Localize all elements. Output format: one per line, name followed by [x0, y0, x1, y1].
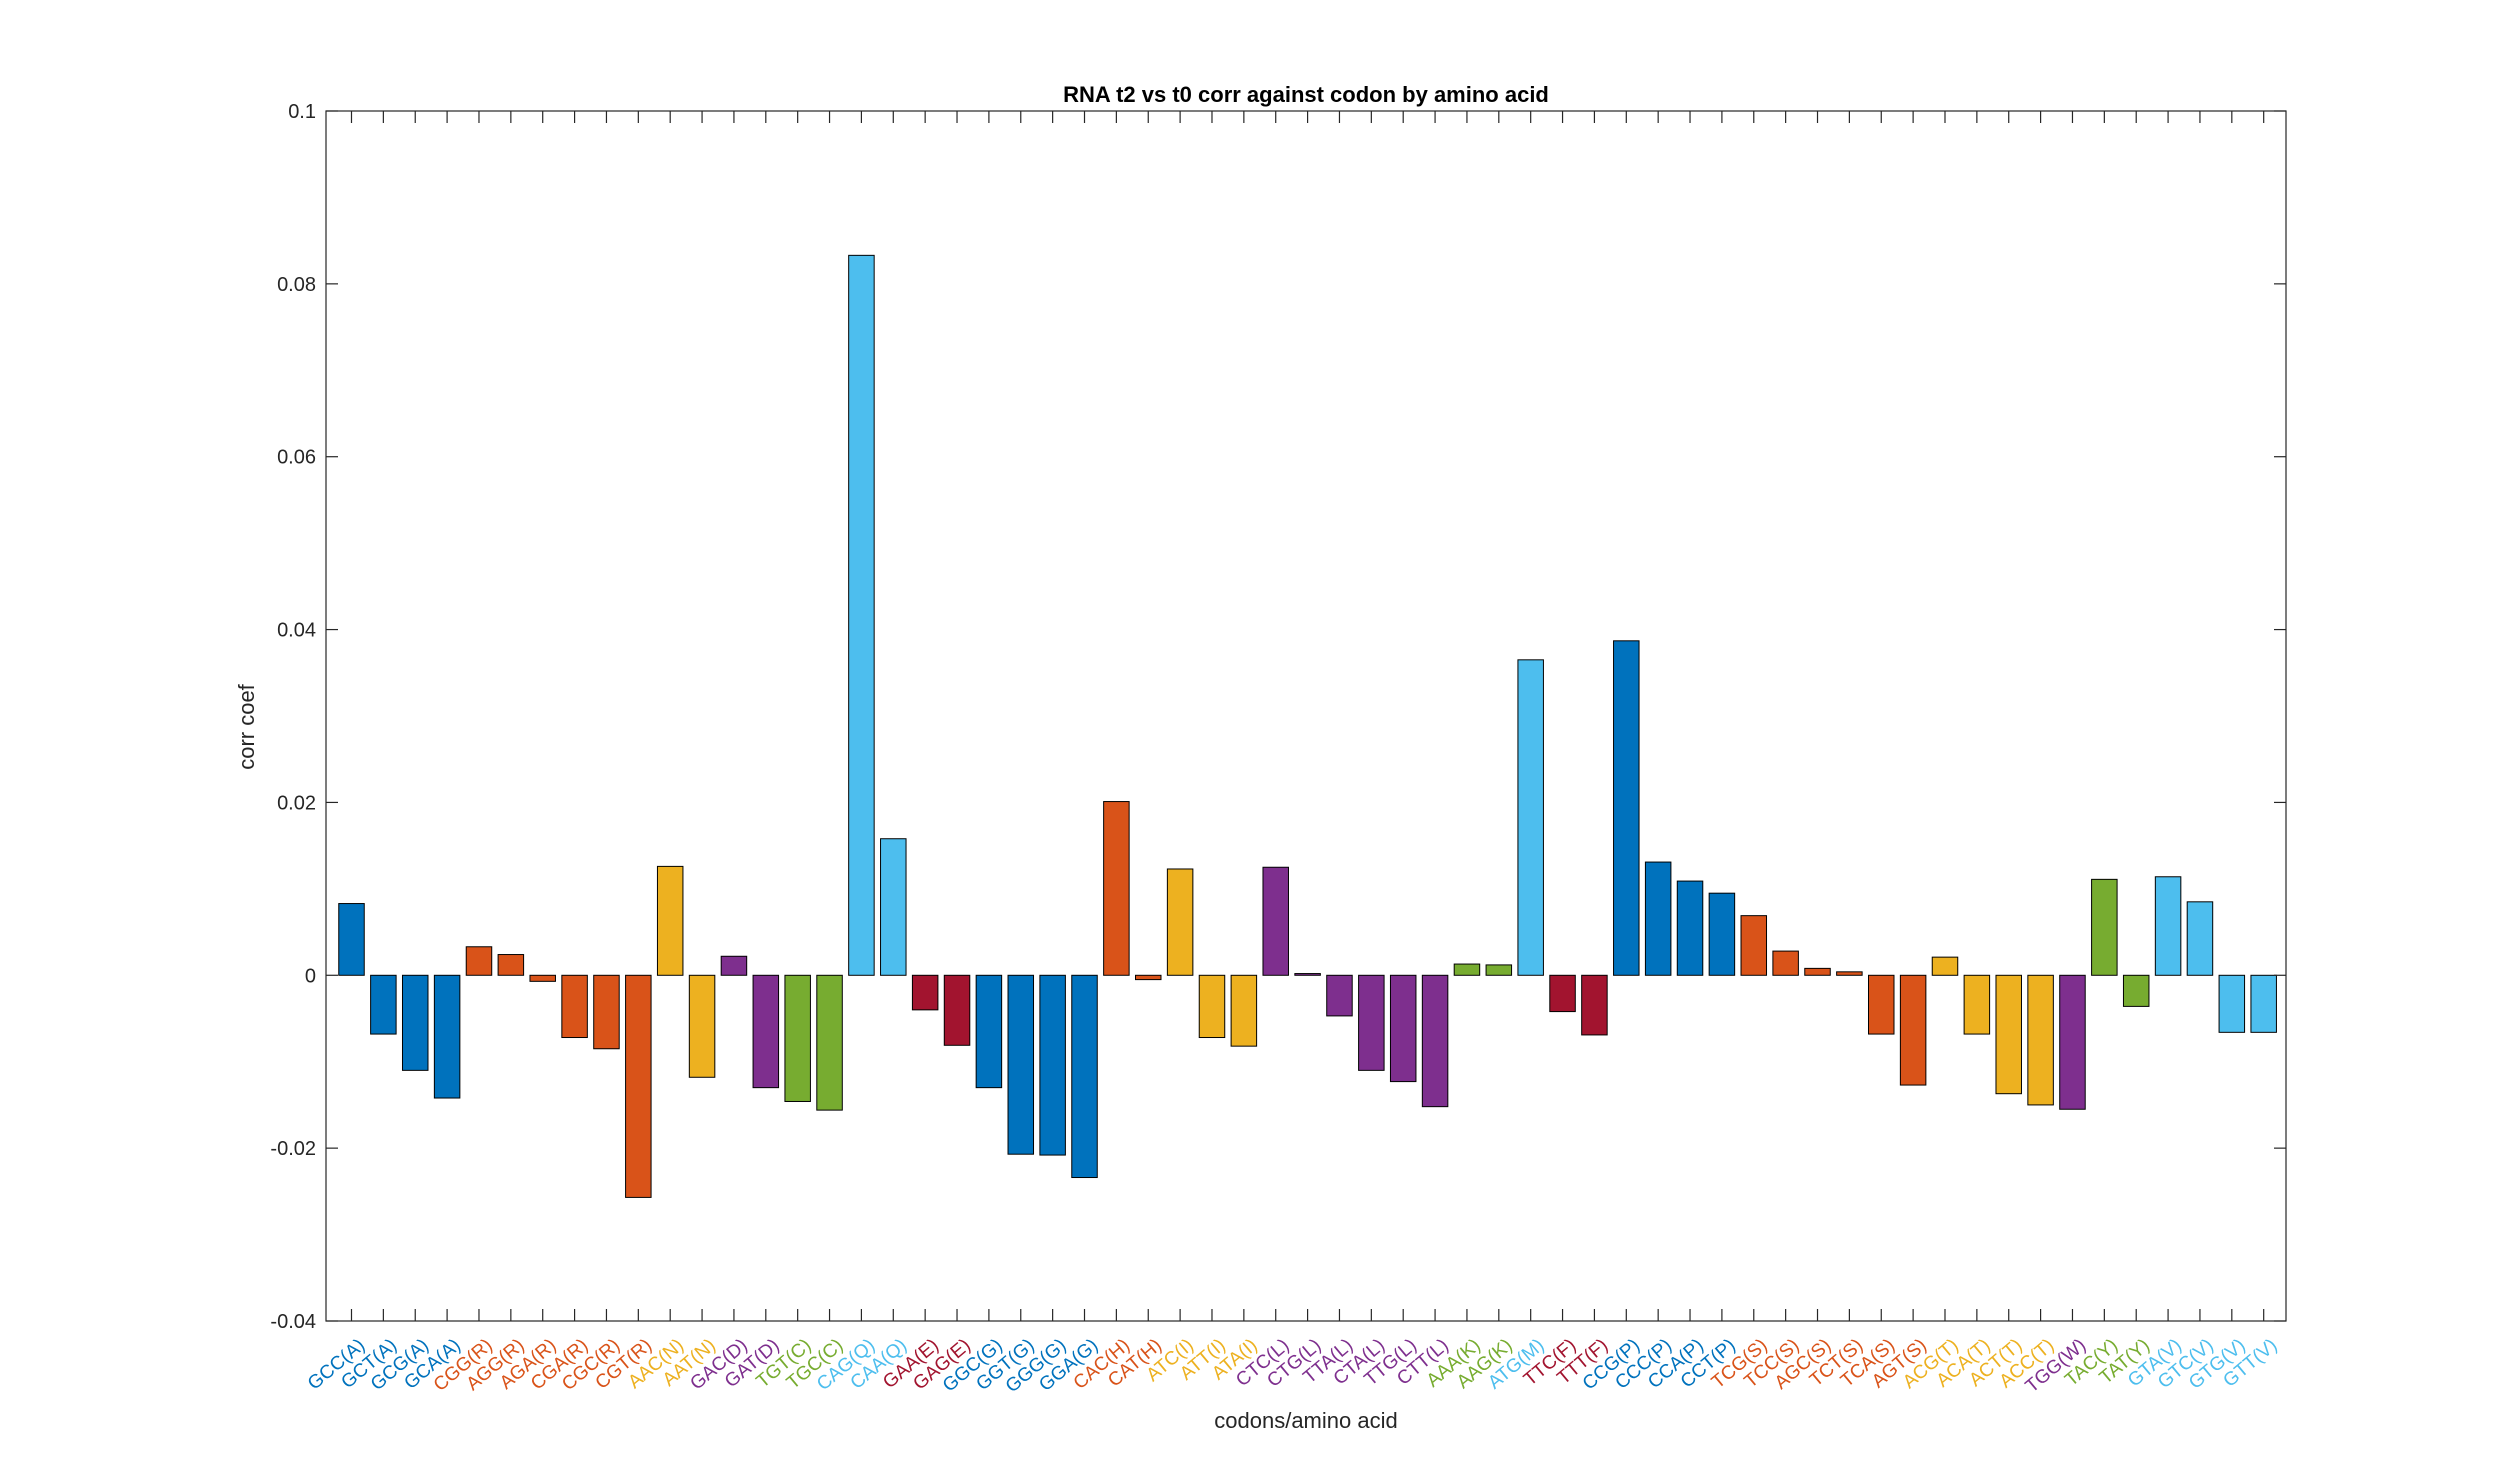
bar-gtgv [2218, 974, 2246, 1033]
bar-tggw [2059, 974, 2086, 1110]
bar-tcas [1868, 974, 1895, 1035]
bar-ctal [1358, 974, 1385, 1071]
bar-agar [529, 974, 556, 982]
bars-layer [338, 254, 2277, 1198]
bar-tccs [1772, 950, 1799, 976]
bar-gcta [370, 974, 397, 1035]
bar-cctp [1708, 892, 1736, 976]
bar-ctgl [1294, 973, 1321, 976]
bar-aatn [688, 974, 716, 1078]
y-tick-label: -0.04 [270, 1311, 316, 1333]
bar-aaak [1453, 963, 1481, 976]
chart-title: RNA t2 vs t0 corr against codon by amino… [1063, 82, 1549, 107]
bar-acgt [1931, 956, 1959, 976]
bar-aggr [497, 954, 525, 976]
bar-taty [2122, 974, 2150, 1007]
bar-gcga [401, 974, 429, 1071]
bar-cach [1103, 801, 1130, 976]
x-axis-label: codons/amino acid [1214, 1408, 1397, 1433]
bar-cccp [1644, 861, 1672, 976]
bar-gcca [338, 903, 365, 976]
bar-gggg [1039, 974, 1066, 1156]
y-tick-label: 0.08 [277, 274, 316, 296]
bar-aagk [1485, 964, 1513, 976]
bar-tgcc [816, 974, 843, 1111]
bar-cagq [848, 254, 875, 976]
bar-aacn [656, 865, 684, 976]
bar-atai [1230, 974, 1258, 1047]
y-tick-label: 0 [305, 965, 316, 987]
bar-tcts [1836, 971, 1863, 976]
bar-gtcv [2186, 901, 2214, 976]
bar-agcs [1804, 967, 1831, 976]
bar-cgtr [625, 974, 652, 1198]
bar-ccgp [1613, 640, 1640, 976]
bar-cath [1135, 974, 1162, 981]
bar-ttal [1326, 974, 1353, 1017]
bar-cgar [561, 974, 588, 1039]
bar-ggcg [975, 974, 1003, 1089]
bar-tttf [1581, 974, 1608, 1036]
y-axis-label: corr coef [234, 683, 259, 769]
bar-tcgs [1740, 915, 1768, 976]
bar-caaq [880, 838, 907, 976]
bar-atti [1198, 974, 1226, 1039]
bar-gage [943, 974, 971, 1046]
axes-layer [325, 110, 2287, 1322]
bar-tgtc [784, 974, 811, 1102]
bar-atci [1166, 868, 1194, 976]
bar-ctcl [1262, 866, 1289, 976]
bar-acct [2027, 974, 2054, 1106]
bar-ggag [1071, 974, 1098, 1179]
bar-actt [1995, 974, 2022, 1095]
plot-frame [325, 110, 2287, 1322]
bar-atgm [1517, 659, 1544, 976]
bar-agts [1899, 974, 1927, 1086]
bar-cgcr [593, 974, 620, 1050]
bar-gaae [911, 974, 939, 1011]
bar-gatd [752, 974, 780, 1089]
y-tick-label: 0.02 [277, 792, 316, 814]
bar-ggtg [1007, 974, 1035, 1155]
bar-gtav [2154, 876, 2182, 976]
bar-gacd [720, 955, 748, 976]
bar-cggr [465, 946, 493, 976]
bar-cttl [1421, 974, 1449, 1108]
bar-gttv [2250, 974, 2277, 1033]
bar-ccap [1676, 880, 1704, 976]
bar-tacy [2091, 878, 2118, 976]
bar-ttcf [1549, 974, 1576, 1013]
y-tick-label: 0.04 [277, 620, 316, 642]
ticks-layer: -0.04-0.0200.020.040.060.080.1GCC(A)GCT(… [270, 101, 2286, 1397]
bar-gcaa [433, 974, 461, 1099]
bar-acat [1963, 974, 1991, 1035]
y-tick-label: 0.1 [288, 101, 316, 123]
bar-ttgl [1389, 974, 1417, 1083]
y-tick-label: -0.02 [270, 1138, 316, 1160]
y-tick-label: 0.06 [277, 447, 316, 469]
